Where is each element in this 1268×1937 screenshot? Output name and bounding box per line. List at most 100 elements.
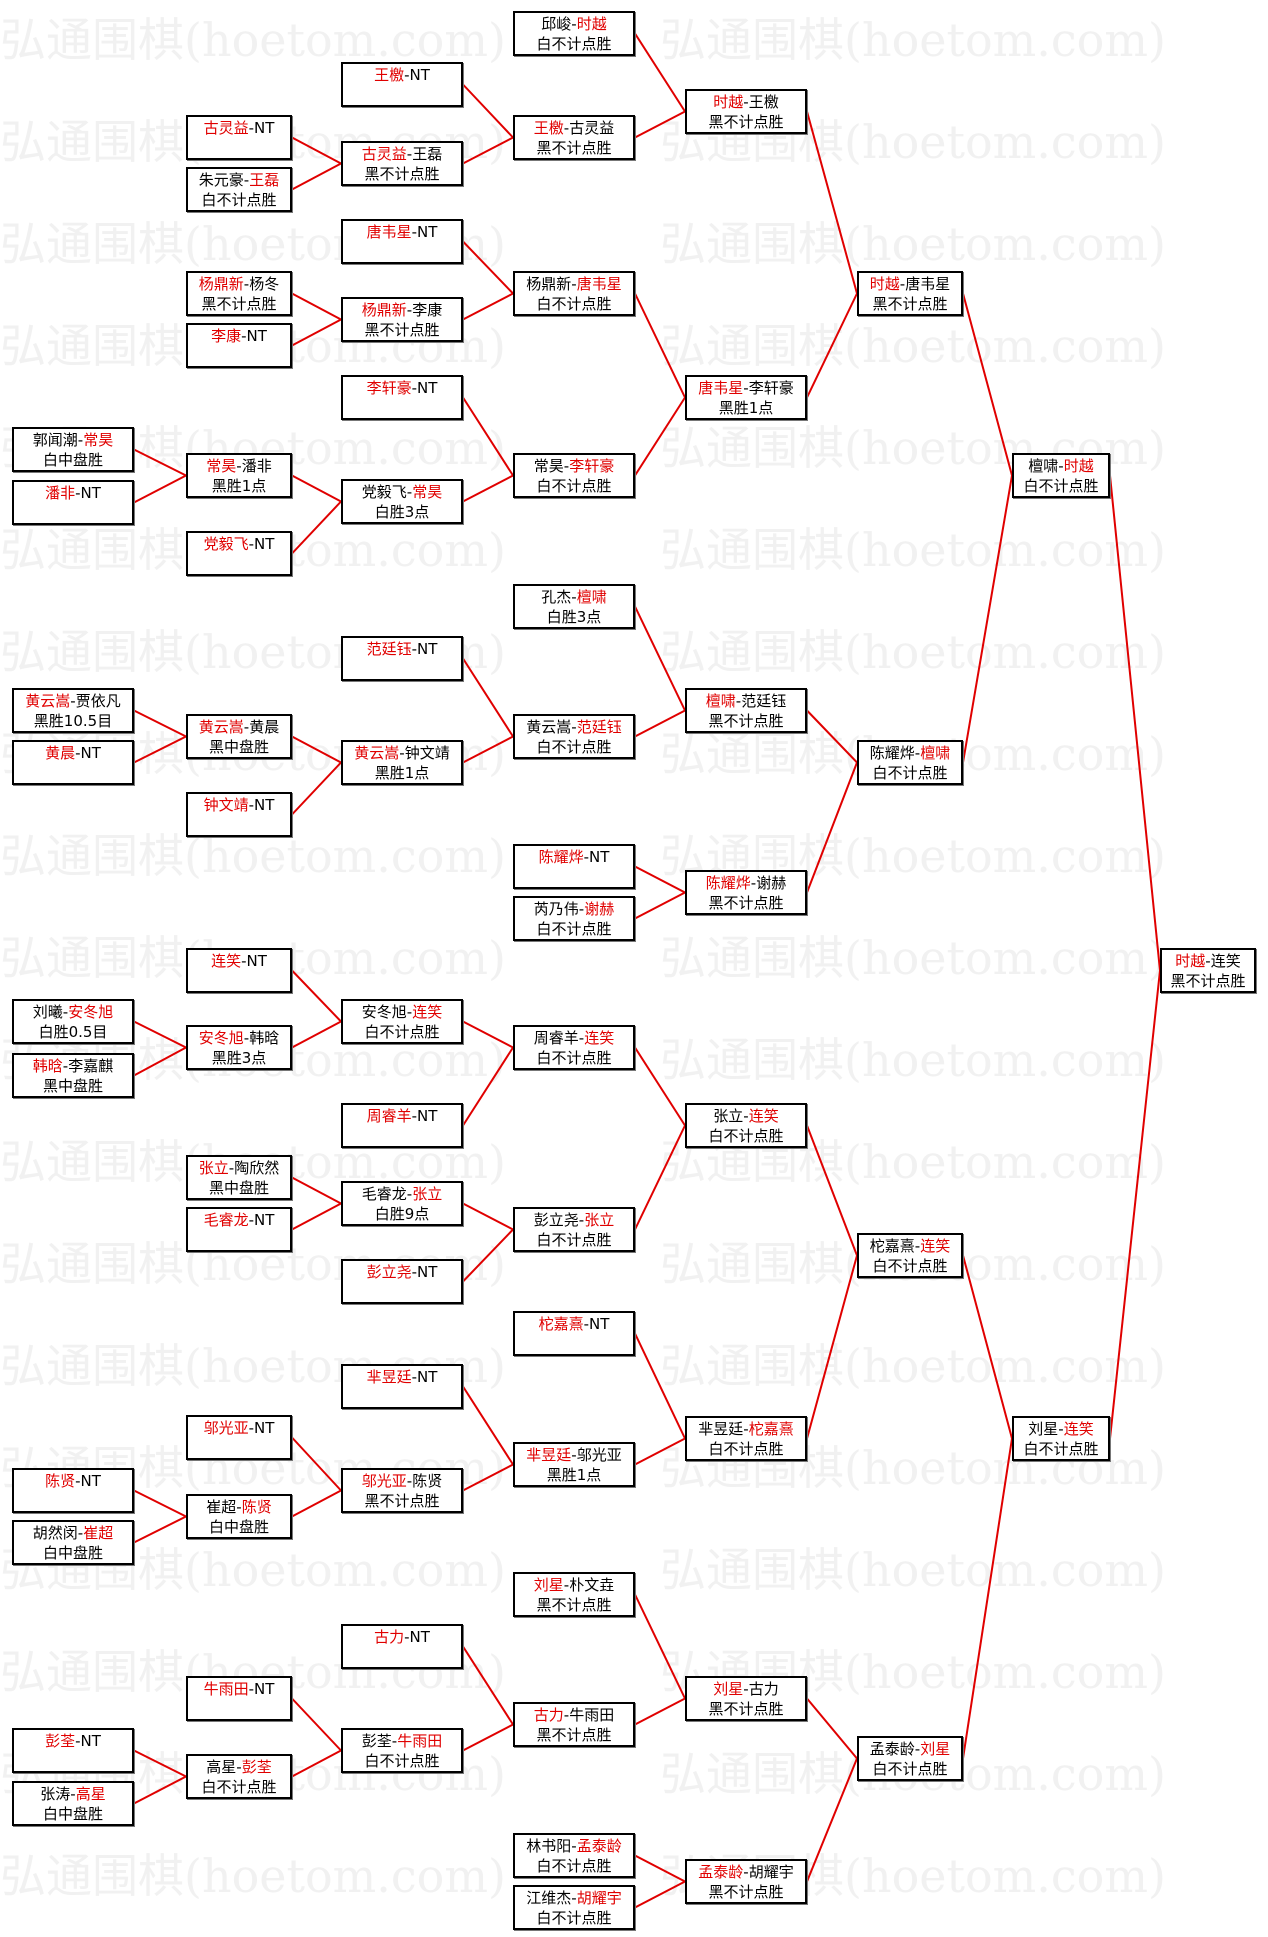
player-1: 胡然闵 — [32, 1524, 78, 1542]
match-result: 白不计点胜 — [872, 764, 948, 782]
match-players: 时越-连笑 — [1162, 951, 1254, 971]
match-box-b13: 邬光亚-NT — [186, 1415, 292, 1460]
player-1: 常昊 — [206, 457, 237, 475]
connector-f2-g1 — [962, 475, 1013, 763]
match-result: 黑中盘胜 — [42, 1077, 103, 1095]
player-1: 韩晗 — [32, 1057, 63, 1075]
separator: - — [743, 1420, 749, 1438]
separator: - — [743, 379, 749, 397]
match-players: 芈昱廷-柁嘉熹 — [687, 1419, 805, 1439]
match-result: 白中盘胜 — [42, 1544, 103, 1562]
match-result: 白中盘胜 — [208, 1518, 269, 1536]
match-box-c10: 周睿羊-NT — [341, 1103, 463, 1148]
connector-e6-f3 — [806, 1255, 858, 1439]
match-players: 邬光亚-陈贤 — [343, 1471, 461, 1491]
match-result: 黑不计点胜 — [364, 165, 440, 183]
match-players: 刘星-朴文垚 — [515, 1575, 633, 1595]
match-result: 黑不计点胜 — [708, 1700, 784, 1718]
match-result: 黑不计点胜 — [364, 321, 440, 339]
player-1: 牛雨田 — [203, 1680, 249, 1698]
player-2: NT — [254, 119, 275, 137]
connector-c16-d14 — [462, 1723, 514, 1752]
match-players: 杨鼎新-杨冬 — [188, 274, 290, 294]
connector-d10-e5 — [634, 1125, 686, 1230]
match-players: 柁嘉熹-NT — [515, 1314, 633, 1334]
connector-b2-c2 — [291, 162, 342, 191]
match-result: 白不计点胜 — [536, 1857, 612, 1875]
player-1: 李康 — [211, 327, 242, 345]
match-box-b11: 张立-陶欣然 黑中盘胜 — [186, 1155, 292, 1200]
player-1: 刘星 — [713, 1680, 744, 1698]
separator: - — [70, 692, 76, 710]
player-2: 孟泰龄 — [576, 1837, 622, 1855]
connector-b5-c6 — [291, 474, 342, 503]
player-2: NT — [254, 796, 275, 814]
separator: - — [411, 640, 418, 658]
match-result: 白不计点胜 — [536, 477, 612, 495]
player-2: 檀啸 — [576, 588, 607, 606]
connector-a2-b5 — [133, 474, 187, 504]
match-players: 张立-连笑 — [687, 1106, 805, 1126]
player-1: 檀啸 — [705, 692, 736, 710]
match-players: 唐韦星-李轩豪 — [687, 378, 805, 398]
connector-b3-c4 — [291, 292, 342, 321]
separator: - — [571, 275, 577, 293]
match-players: 李轩豪-NT — [343, 378, 461, 398]
player-1: 芈昱廷 — [698, 1420, 744, 1438]
match-box-c16: 彭荃-牛雨田 白不计点胜 — [341, 1728, 463, 1773]
separator: - — [404, 66, 410, 84]
player-2: 牛雨田 — [397, 1732, 443, 1750]
match-players: 钟文靖-NT — [188, 795, 290, 815]
player-2: 陈贤 — [412, 1472, 443, 1490]
match-players: 安冬旭-连笑 — [343, 1002, 461, 1022]
separator: - — [406, 145, 413, 163]
connector-a7-b14 — [133, 1489, 187, 1518]
player-2: 范廷钰 — [741, 692, 787, 710]
connector-e7-f4 — [806, 1697, 858, 1760]
connector-f4-g2 — [962, 1438, 1013, 1759]
player-2: 李康 — [412, 301, 443, 319]
match-box-b3: 杨鼎新-杨冬 黑不计点胜 — [186, 271, 292, 316]
player-2: 崔超 — [83, 1524, 114, 1542]
match-result: 白不计点胜 — [1023, 477, 1099, 495]
connector-b14-c14 — [291, 1489, 342, 1518]
separator: - — [743, 93, 749, 111]
connector-d16-e8 — [634, 1880, 686, 1909]
player-2: 高星 — [75, 1785, 106, 1803]
player-2: 胡耀宇 — [748, 1863, 794, 1881]
match-result: 黑胜1点 — [718, 399, 774, 417]
connector-b11-c11 — [291, 1176, 342, 1205]
separator: - — [411, 1368, 418, 1386]
player-2: NT — [409, 66, 430, 84]
connector-f1-g1 — [962, 293, 1013, 476]
player-1: 安冬旭 — [198, 1029, 244, 1047]
player-1: 朱元豪 — [198, 171, 244, 189]
connector-d6-e3 — [634, 709, 686, 738]
player-2: 陶欣然 — [234, 1159, 280, 1177]
match-players: 党毅飞-NT — [188, 534, 290, 554]
player-2: NT — [254, 1419, 275, 1437]
match-result: 黑不计点胜 — [201, 295, 277, 313]
match-players: 陈贤-NT — [14, 1471, 132, 1491]
match-box-g1: 檀啸-时越 白不计点胜 — [1012, 453, 1110, 498]
player-1: 刘星 — [533, 1576, 564, 1594]
match-box-c6: 党毅飞-常昊 白胜3点 — [341, 479, 463, 524]
separator: - — [411, 1107, 418, 1125]
player-2: 张立 — [584, 1211, 615, 1229]
player-2: 唐韦星 — [576, 275, 622, 293]
match-players: 江维杰-胡耀宇 — [515, 1888, 633, 1908]
match-box-c3: 唐韦星-NT — [341, 219, 463, 264]
player-1: 古力 — [374, 1628, 405, 1646]
connector-b16-c16 — [291, 1749, 342, 1778]
match-players: 韩晗-李嘉麒 — [14, 1056, 132, 1076]
connector-e5-f3 — [806, 1125, 858, 1256]
player-2: NT — [589, 1315, 610, 1333]
separator: - — [571, 718, 577, 736]
separator: - — [248, 1680, 255, 1698]
player-1: 林书阳 — [526, 1837, 572, 1855]
player-1: 彭立尧 — [366, 1263, 412, 1281]
match-players: 孟泰龄-刘星 — [859, 1739, 961, 1759]
player-2: 连笑 — [1210, 952, 1241, 970]
match-box-f1: 时越-唐韦星 黑不计点胜 — [857, 271, 963, 316]
separator: - — [248, 796, 255, 814]
